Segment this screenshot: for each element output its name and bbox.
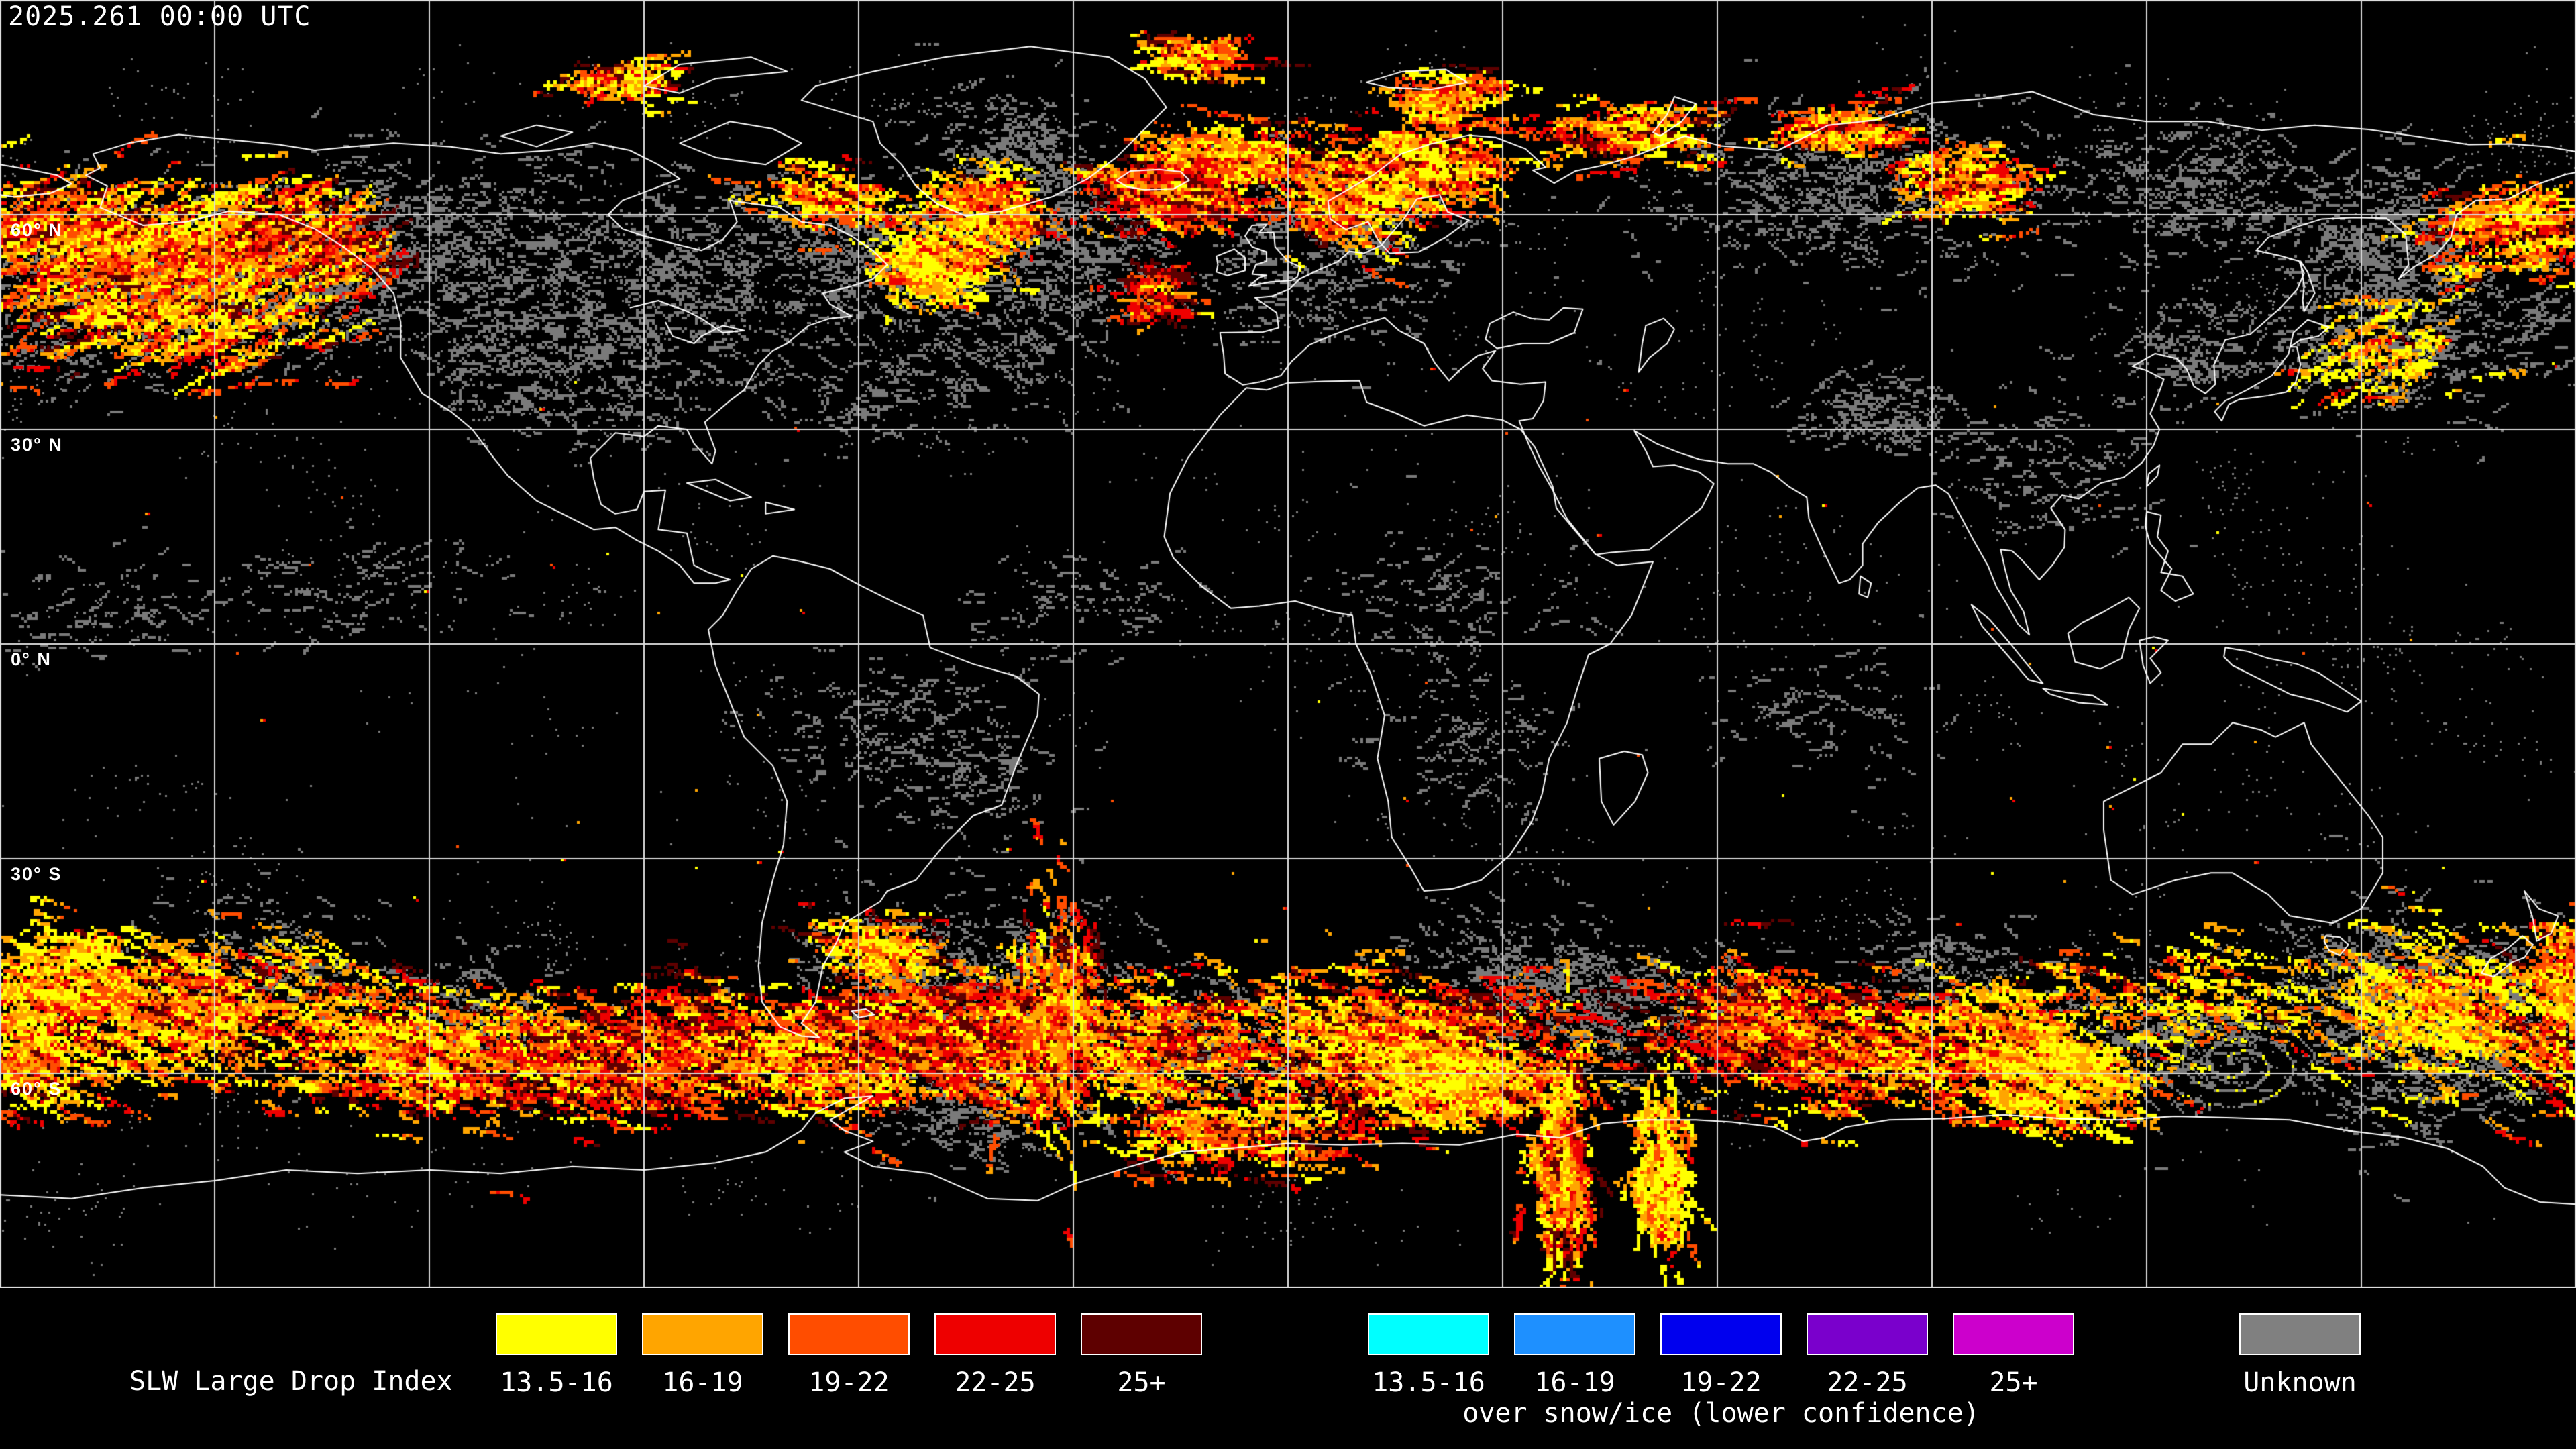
legend-unknown-group: Unknown — [2239, 1313, 2361, 1398]
legend-range-label: Unknown — [2243, 1367, 2357, 1398]
legend-primary-group: 13.5-16 16-19 19-22 22-25 25+ — [496, 1313, 1202, 1398]
legend-color-swatch — [1368, 1313, 1489, 1355]
legend-item: 22-25 — [934, 1313, 1056, 1398]
legend-item: 22-25 — [1807, 1313, 1928, 1398]
legend-range-label: 16-19 — [662, 1367, 743, 1398]
legend-item: 16-19 — [642, 1313, 763, 1398]
legend-item: 16-19 — [1514, 1313, 1635, 1398]
legend-color-swatch — [1807, 1313, 1928, 1355]
legend-range-label: 13.5-16 — [1372, 1367, 1485, 1398]
legend-item: 19-22 — [1660, 1313, 1782, 1398]
legend: SLW Large Drop Index 13.5-16 16-19 19-22 22… — [0, 1288, 2576, 1449]
legend-range-label: 25+ — [1989, 1367, 2038, 1398]
legend-item: Unknown — [2239, 1313, 2361, 1398]
world-map: 2025.261 00:00 UTC 60° N 30° N 0° N 30° S 60… — [0, 0, 2576, 1288]
latitude-label: 0° N — [11, 649, 52, 669]
legend-color-swatch — [1953, 1313, 2074, 1355]
legend-color-swatch — [496, 1313, 617, 1355]
legend-range-label: 25+ — [1117, 1367, 1166, 1398]
latitude-label: 60° N — [11, 220, 63, 240]
legend-item: 25+ — [1953, 1313, 2074, 1398]
legend-range-label: 22-25 — [1827, 1367, 1908, 1398]
legend-color-swatch — [642, 1313, 763, 1355]
legend-color-swatch — [1514, 1313, 1635, 1355]
satellite-data-canvas — [0, 0, 2576, 1288]
legend-snowice-group: 13.5-16 16-19 19-22 22-25 25+ — [1368, 1313, 2074, 1398]
latitude-label: 30° N — [11, 435, 63, 455]
legend-item: 19-22 — [788, 1313, 910, 1398]
legend-range-label: 13.5-16 — [500, 1367, 613, 1398]
legend-color-swatch — [788, 1313, 910, 1355]
legend-item: 25+ — [1081, 1313, 1202, 1398]
timestamp: 2025.261 00:00 UTC — [8, 1, 311, 32]
legend-range-label: 22-25 — [955, 1367, 1036, 1398]
legend-color-swatch — [934, 1313, 1056, 1355]
legend-range-label: 19-22 — [1680, 1367, 1762, 1398]
legend-snowice-caption: over snow/ice (lower confidence) — [1462, 1398, 1980, 1429]
legend-title: SLW Large Drop Index — [129, 1366, 453, 1397]
legend-color-swatch — [1660, 1313, 1782, 1355]
latitude-label: 60° S — [11, 1079, 62, 1099]
legend-item: 13.5-16 — [496, 1313, 617, 1398]
legend-range-label: 19-22 — [808, 1367, 890, 1398]
legend-item: 13.5-16 — [1368, 1313, 1489, 1398]
legend-color-swatch — [1081, 1313, 1202, 1355]
latitude-label: 30° S — [11, 864, 62, 884]
legend-range-label: 16-19 — [1534, 1367, 1615, 1398]
legend-color-swatch — [2239, 1313, 2361, 1355]
